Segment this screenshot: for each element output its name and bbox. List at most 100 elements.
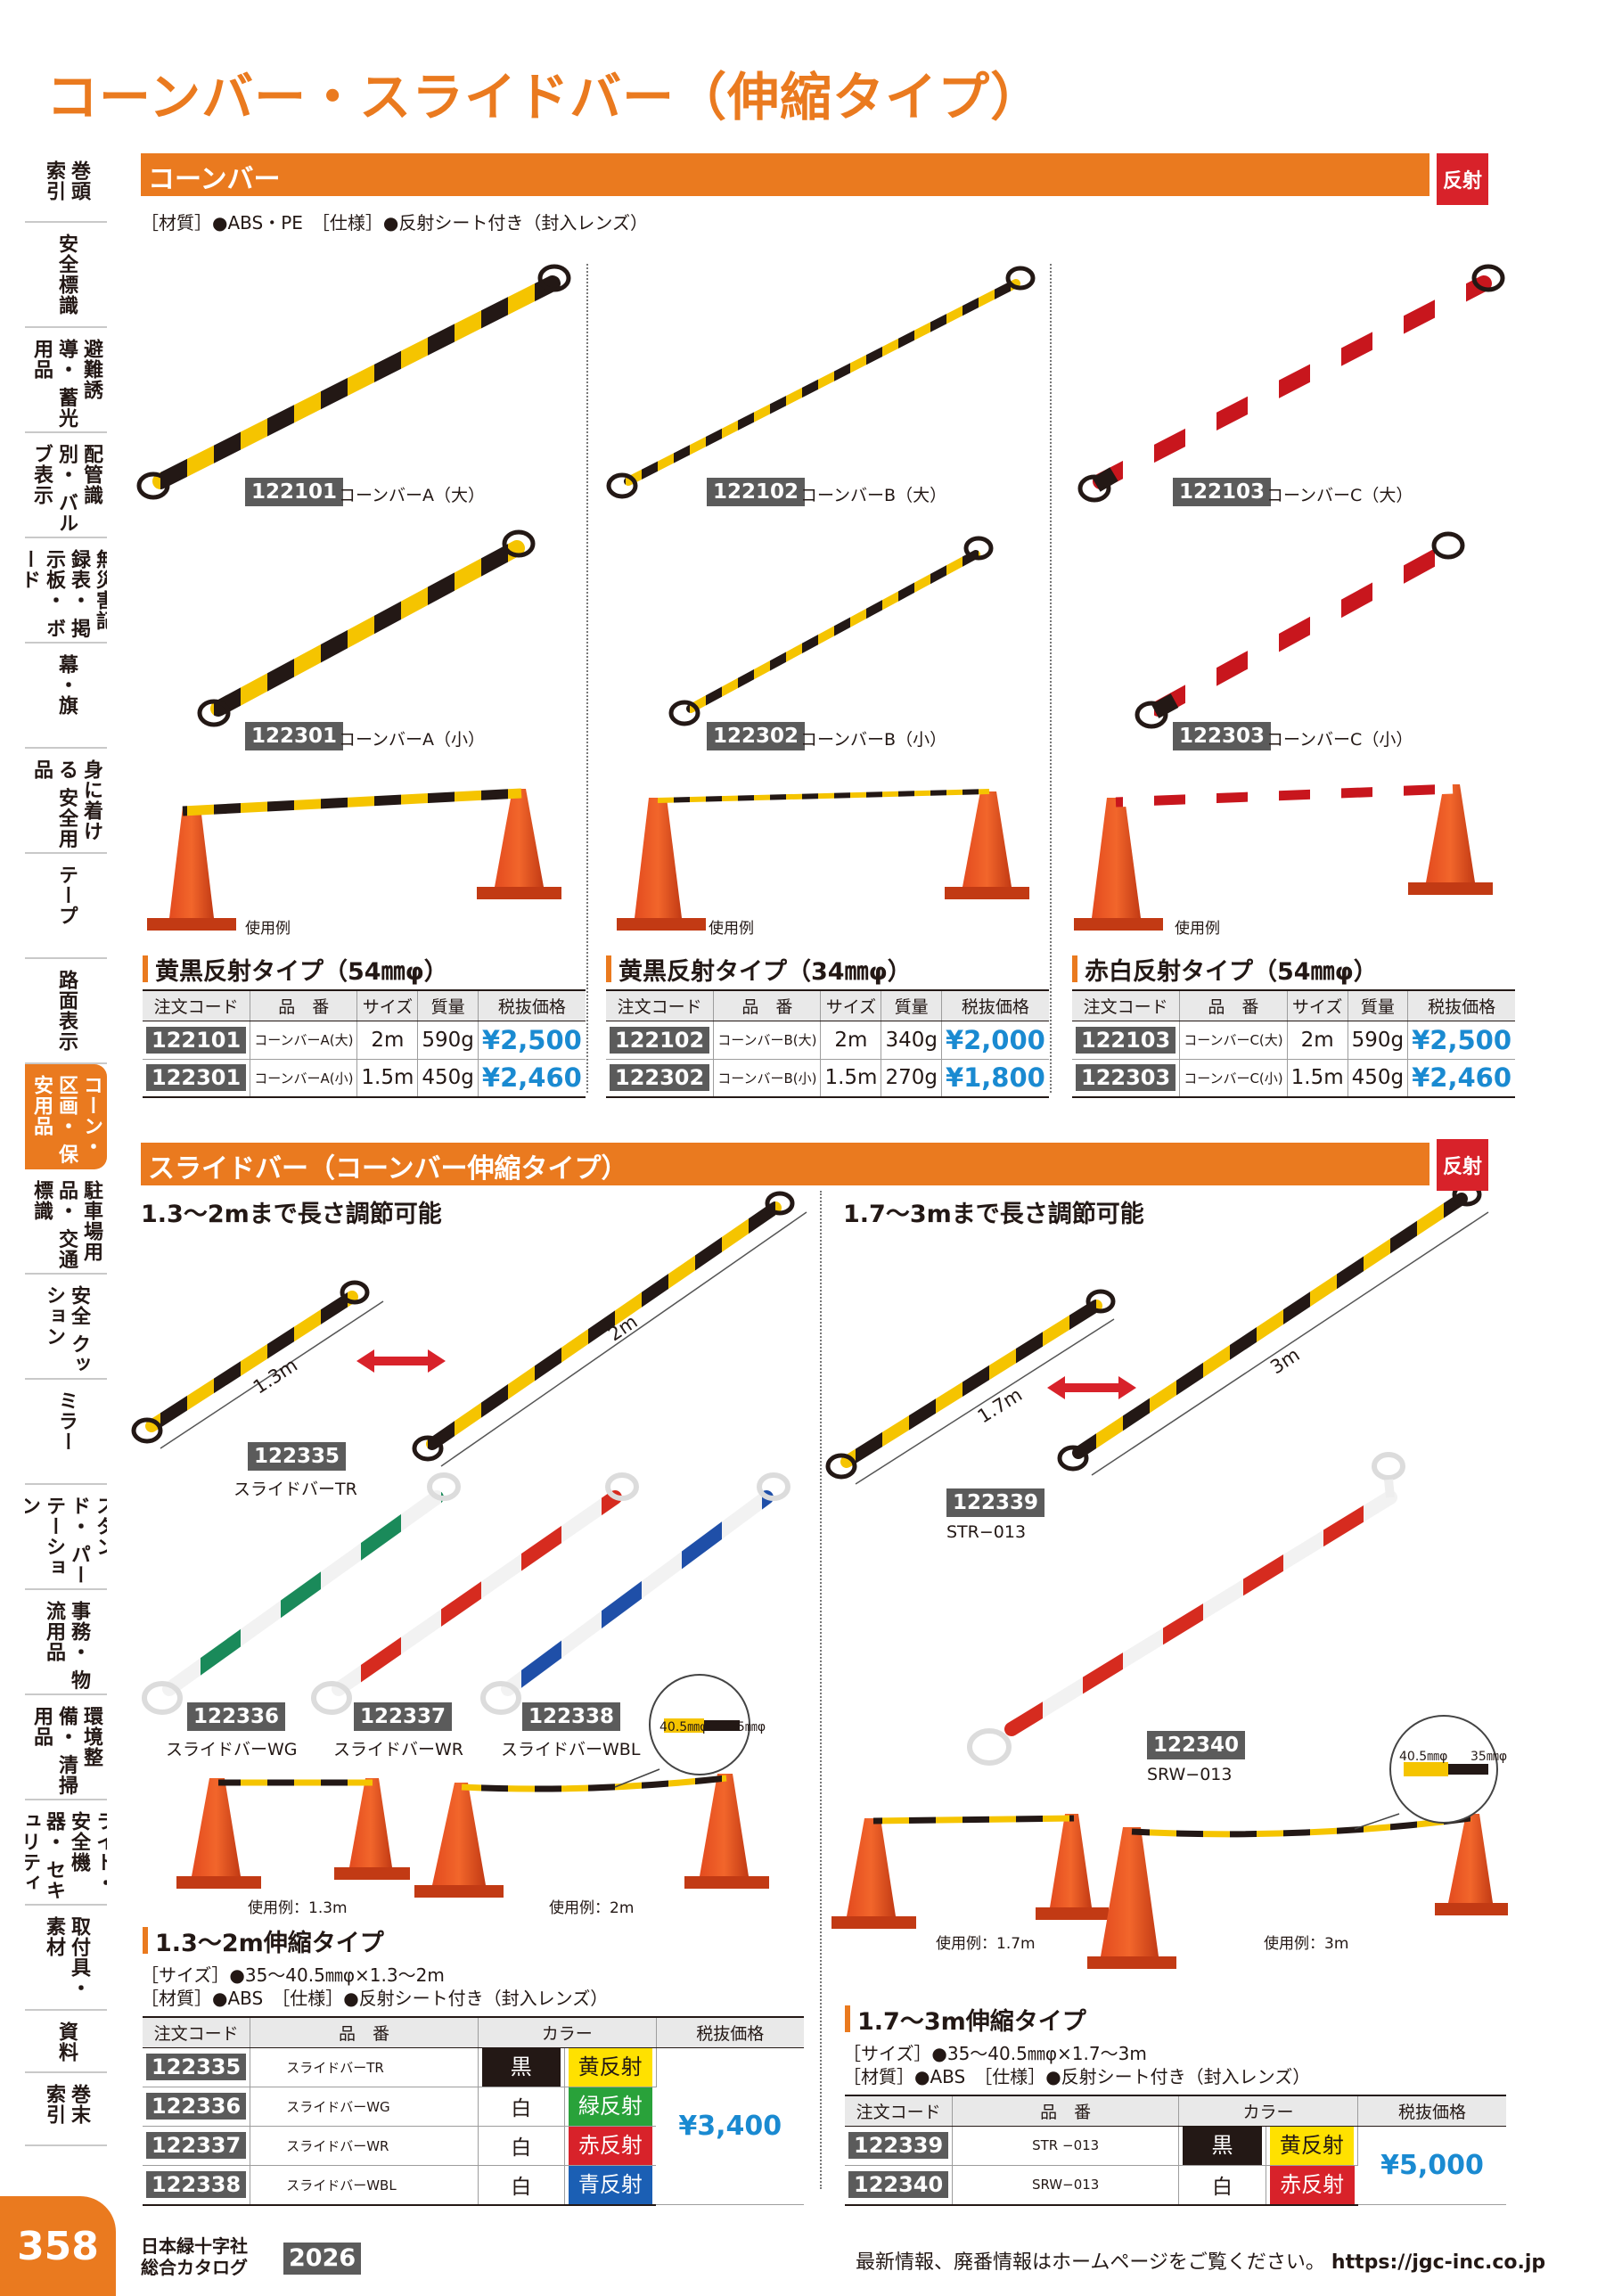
website-link[interactable]: https://jgc-inc.co.jp <box>1331 2251 1546 2274</box>
side-index-item[interactable]: 巻頭 索引 <box>25 150 107 223</box>
usage-label: 使用例：1.3m <box>248 1899 348 1917</box>
side-index-item[interactable]: 避難誘導・ 蓄光用品 <box>25 328 107 433</box>
size: 2m <box>820 1021 882 1060</box>
cone-spec-table: 注文コード 品 番 サイズ 質量 税抜価格 122102 コーンバーB(大) 2… <box>606 989 1049 1098</box>
cone-usage-3-image <box>1074 783 1493 931</box>
color-swatch: 青反射 <box>568 2165 653 2204</box>
side-index-item[interactable]: 幕・旗 <box>25 644 107 749</box>
item-name: スライドバーWR <box>250 2126 479 2166</box>
slide-right-spec-material: ［材質］●ABS ［仕様］●反射シート付き（封入レンズ） <box>843 2066 1311 2087</box>
product-code: 122339 <box>946 1488 1045 1517</box>
table-header: 品 番 <box>952 2095 1180 2127</box>
product-name: コーンバーB（大） <box>800 486 947 505</box>
footer-note-text: 最新情報、廃番情報はホームページをご覧ください。 <box>856 2251 1325 2274</box>
table-header: 税抜価格 <box>1357 2095 1506 2127</box>
item-name: スライドバーWBL <box>250 2165 479 2206</box>
size: 2m <box>1287 1021 1348 1060</box>
side-index-item[interactable]: 事務・ 物流用品 <box>25 1590 107 1695</box>
order-code: 122335 <box>146 2054 247 2080</box>
table-row: 122302 コーンバーB(小) 1.5m 270g ¥1,800 <box>606 1059 1049 1098</box>
usage-label: 使用例 <box>245 920 291 938</box>
product-name: コーンバーA（大） <box>339 486 486 505</box>
product-code: 122102 <box>707 478 806 506</box>
table-header: 品 番 <box>713 989 822 1021</box>
reflect-badge: 反射 <box>1437 1139 1488 1191</box>
order-code: 122302 <box>610 1064 710 1092</box>
table-header: サイズ <box>1287 989 1348 1021</box>
color-label: 白 <box>478 2126 565 2166</box>
product-code: 122101 <box>245 478 344 506</box>
table-header: 注文コード <box>1072 989 1181 1021</box>
side-index-item[interactable]: 資料 <box>25 2011 107 2073</box>
weight: 450g <box>417 1059 479 1098</box>
table-header: 注文コード <box>143 989 251 1021</box>
side-index-item[interactable]: ライト・ 安全機器・ セキュリティ <box>25 1800 107 1906</box>
side-index-item[interactable]: 無災害記録表・ 掲示板・ ボード <box>25 538 107 644</box>
product-code: 122340 <box>1147 1731 1246 1759</box>
side-index-item[interactable]: 身に着ける 安全用品 <box>25 749 107 854</box>
table-header: 注文コード <box>606 989 715 1021</box>
table-row: 122301 コーンバーA(小) 1.5m 450g ¥2,460 <box>143 1059 586 1098</box>
product-code: 122335 <box>248 1442 347 1471</box>
diameter-label: 40.5㎜φ <box>659 1720 709 1734</box>
weight: 270g <box>881 1059 942 1098</box>
table-header: 税抜価格 <box>1407 989 1516 1021</box>
item-name: コーンバーC(大) <box>1179 1021 1288 1060</box>
cone-usage-2-image <box>617 789 1029 931</box>
color-swatch: 赤反射 <box>1269 2165 1355 2204</box>
slide-usage-left-image <box>176 1674 769 1898</box>
cone-spec-table: 注文コード 品 番 サイズ 質量 税抜価格 122103 コーンバーC(大) 2… <box>1072 989 1516 1098</box>
slide-left-table-heading: 1.3〜2m伸縮タイプ <box>143 1923 384 1958</box>
side-index-item[interactable]: スタンド・ パーテーション <box>25 1485 107 1590</box>
product-name: コーンバーC（大） <box>1266 486 1413 505</box>
size: 1.5m <box>356 1059 419 1098</box>
slide-bar-tr-image <box>131 1191 807 1467</box>
side-index-item[interactable]: 配管識別・ バルブ表示 <box>25 433 107 538</box>
color-label: 白 <box>478 2087 565 2127</box>
side-index-item[interactable]: テープ <box>25 854 107 959</box>
slide-bar-wr-image <box>311 1472 639 1715</box>
item-name: コーンバーA(大) <box>250 1021 358 1060</box>
side-index: 巻頭 索引 安全標識 避難誘導・ 蓄光用品 配管識別・ バルブ表示 無災害記録表… <box>25 150 107 2146</box>
right-length-heading: 1.7〜3mまで長さ調節可能 <box>843 1201 1144 1228</box>
usage-label: 使用例 <box>1175 920 1220 938</box>
side-index-item[interactable]: 安全 クッション <box>25 1275 107 1380</box>
color-swatch: 赤反射 <box>568 2126 653 2165</box>
price: ¥2,460 <box>478 1059 586 1098</box>
price: ¥2,500 <box>1407 1021 1516 1060</box>
usage-label: 使用例 <box>709 920 754 938</box>
side-index-item-active[interactable]: コーン・区画・ 保安用品 <box>25 1064 107 1169</box>
column-divider <box>1050 264 1052 1093</box>
side-index-item[interactable]: ミラー <box>25 1380 107 1485</box>
side-index-item[interactable]: 安全標識 <box>25 223 107 328</box>
price: ¥2,460 <box>1407 1059 1516 1098</box>
cone-bar-b-small-image <box>668 536 994 726</box>
order-code: 122301 <box>146 1064 247 1092</box>
color-swatch: 黒 <box>1183 2126 1262 2165</box>
slide-right-spec-table: 注文コード 品 番 カラー 税抜価格 122339 STR −013 黒 黄反射… <box>845 2095 1506 2206</box>
order-code: 122303 <box>1076 1064 1176 1092</box>
table-header: 品 番 <box>250 989 358 1021</box>
side-index-item[interactable]: 路面表示 <box>25 959 107 1064</box>
side-index-item[interactable]: 取付具・ 素材 <box>25 1906 107 2011</box>
usage-label: 使用例：2m <box>549 1899 635 1917</box>
side-index-item[interactable]: 環境整備・ 清掃用品 <box>25 1695 107 1800</box>
table-header: カラー <box>1178 2095 1358 2127</box>
cone-bar-c-small-image <box>1135 531 1465 729</box>
cone-table-heading: 黄黒反射タイプ（54㎜φ） <box>143 952 448 987</box>
side-index-item[interactable]: 駐車場用品・ 交通標識 <box>25 1169 107 1275</box>
cone-bar-spec: ［材質］●ABS・PE ［仕様］●反射シート付き（封入レンズ） <box>141 212 648 234</box>
table-row: 122339 STR −013 黒 黄反射 ¥5,000 <box>845 2126 1506 2205</box>
length-arrow-right <box>1047 1376 1136 1399</box>
price: ¥2,500 <box>478 1021 586 1060</box>
item-name: コーンバーB(大) <box>713 1021 822 1060</box>
product-name: スライドバーWR <box>333 1740 463 1759</box>
product-name: スライドバーWG <box>166 1740 298 1759</box>
diameter-label: 35㎜φ <box>1470 1750 1508 1764</box>
catalog-label-line: 総合カタログ <box>141 2257 248 2278</box>
side-index-item[interactable]: 巻末 索引 <box>25 2073 107 2146</box>
table-header: 税抜価格 <box>941 989 1049 1021</box>
cone-bar-a-large-image <box>136 264 571 500</box>
column-divider <box>820 1191 822 2189</box>
cone-bar-a-small-image <box>197 529 536 727</box>
